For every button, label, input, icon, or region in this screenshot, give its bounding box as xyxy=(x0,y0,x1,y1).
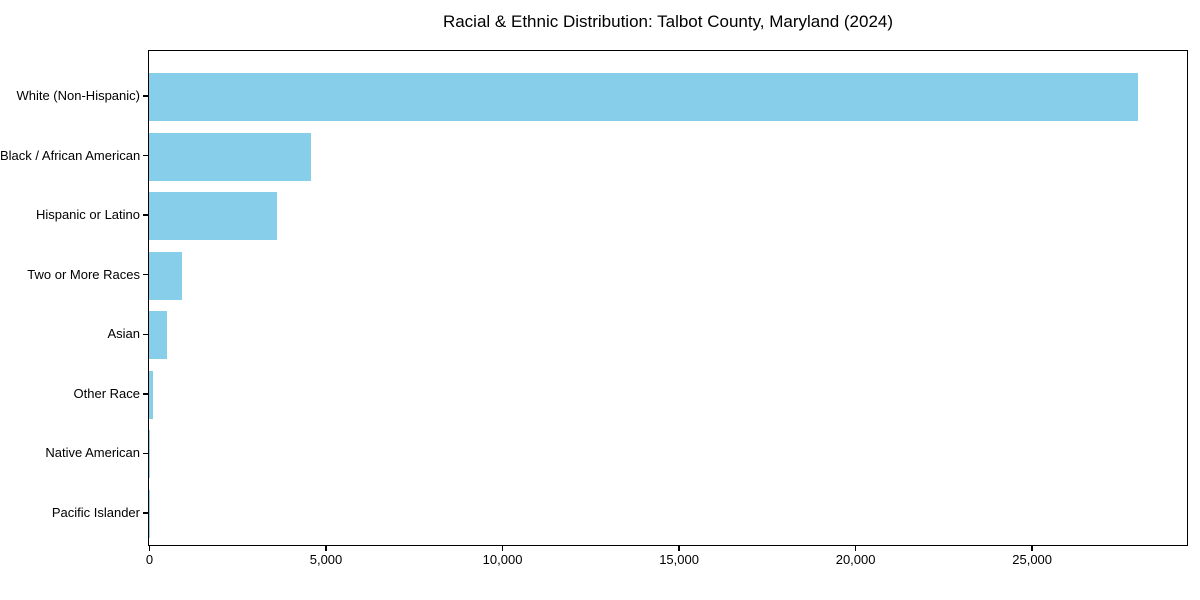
bar-hispanic-or-latino xyxy=(149,192,278,241)
x-tick-mark xyxy=(1031,545,1033,551)
x-tick-mark xyxy=(854,545,857,551)
y-tick-mark xyxy=(143,154,148,157)
y-tick-label-white-non-hispanic: White (Non-Hispanic) xyxy=(16,88,140,103)
bar-two-or-more-races xyxy=(149,251,183,300)
x-tick-label-5000: 5,000 xyxy=(309,552,343,567)
y-tick-mark xyxy=(143,214,148,216)
bar-white-non-hispanic xyxy=(149,73,1138,121)
y-tick-mark xyxy=(143,333,148,336)
y-tick-label-native-american: Native American xyxy=(45,445,140,461)
x-tick-mark xyxy=(678,545,680,551)
x-tick-mark xyxy=(325,545,327,551)
chart-title: Racial & Ethnic Distribution: Talbot Cou… xyxy=(442,12,894,31)
bar-black-african-american xyxy=(149,132,312,181)
x-tick-label-20000: 20,000 xyxy=(835,552,876,567)
y-tick-mark xyxy=(143,393,148,395)
y-tick-mark xyxy=(143,512,148,514)
bar-other-race xyxy=(149,370,154,419)
y-tick-label-black-african-american: Black / African American xyxy=(0,147,141,163)
y-tick-label-two-or-more-races: Two or More Races xyxy=(27,266,140,282)
y-tick-label-hispanic-or-latino: Hispanic or Latino xyxy=(35,207,140,223)
y-tick-label-other-race: Other Race xyxy=(73,385,140,401)
plot-area xyxy=(148,50,1188,546)
y-tick-mark xyxy=(143,452,148,455)
bar-native-american xyxy=(149,430,150,479)
x-tick-mark xyxy=(501,545,504,551)
y-tick-label-pacific-islander: Pacific Islander xyxy=(51,504,140,520)
bar-pacific-islander xyxy=(149,489,150,538)
y-tick-mark xyxy=(143,95,148,97)
x-tick-label-0: 0 xyxy=(145,552,154,567)
y-tick-mark xyxy=(143,273,148,276)
bar-asian xyxy=(149,311,167,360)
x-tick-label-15000: 15,000 xyxy=(659,552,699,567)
x-tick-mark xyxy=(148,545,151,551)
x-tick-label-10000: 10,000 xyxy=(482,552,523,567)
x-tick-label-25000: 25,000 xyxy=(1012,552,1053,567)
y-tick-label-asian: Asian xyxy=(107,326,140,342)
